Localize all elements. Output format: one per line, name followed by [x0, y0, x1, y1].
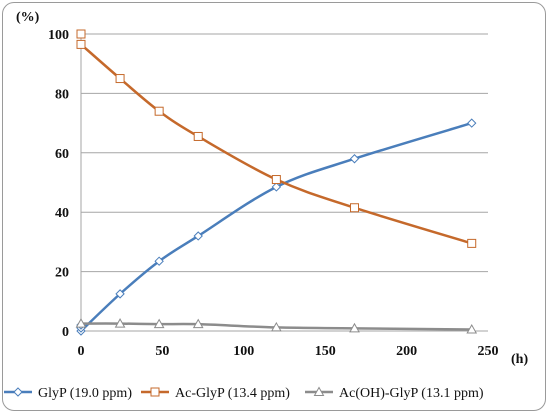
data-point-2-3: [192, 318, 204, 329]
data-point-0-6: [271, 182, 282, 192]
x-tick-label-250: 250: [478, 344, 499, 359]
y-tick-label-80: 80: [55, 87, 69, 102]
data-point-2-2: [153, 318, 165, 329]
legend-item-0: GlyP (19.0 ppm): [4, 386, 132, 401]
data-point-0-3: [115, 289, 125, 299]
data-point-1-6: [350, 203, 360, 213]
x-tick-label-50: 50: [155, 344, 169, 359]
data-point-1-7: [467, 238, 477, 248]
data-point-2-4: [271, 321, 282, 332]
data-point-0-8: [467, 118, 477, 128]
legend-marker-0: [13, 387, 23, 397]
data-point-0-4: [154, 256, 164, 266]
data-point-1-5: [271, 175, 281, 185]
y-tick-label-100: 100: [48, 28, 69, 43]
data-point-2-1: [114, 318, 126, 328]
legend-item-1: Ac-GlyP (13.4 ppm): [141, 386, 290, 401]
legend-label-1: Ac-GlyP (13.4 ppm): [175, 386, 290, 401]
y-tick-label-0: 0: [62, 325, 69, 340]
gridlines: [81, 33, 488, 273]
data-point-2-5: [349, 322, 360, 333]
x-axis-unit-label: (h): [511, 352, 528, 367]
data-point-1-3: [154, 106, 164, 116]
y-tick-label-20: 20: [55, 266, 69, 281]
chart-frame: [2, 2, 546, 411]
legend-label-0: GlyP (19.0 ppm): [38, 386, 132, 401]
data-point-1-0: [76, 29, 86, 39]
legend-label-2: Ac(OH)-GlyP (13.1 ppm): [339, 386, 484, 401]
axes: 0 20 40 60 80 100 0 50 100 150 200 250: [48, 28, 499, 359]
data-point-0-5: [193, 231, 203, 241]
legend-marker-1: [150, 387, 160, 397]
x-tick-label-200: 200: [396, 344, 417, 359]
data-point-1-1: [76, 39, 86, 49]
data-point-0-7: [349, 154, 360, 164]
data-point-1-2: [115, 74, 125, 84]
series-1: [76, 29, 477, 248]
y-axis-unit-label: (%): [16, 10, 40, 25]
legend-item-2: Ac(OH)-GlyP (13.1 ppm): [305, 386, 484, 401]
data-point-2-6: [466, 323, 478, 334]
x-tick-label-100: 100: [233, 344, 254, 359]
y-tick-label-40: 40: [55, 206, 69, 221]
data-point-1-4: [193, 131, 203, 141]
series-2: [75, 318, 478, 334]
legend-marker-2: [313, 386, 325, 396]
x-tick-label-0: 0: [78, 344, 85, 359]
legend: GlyP (19.0 ppm) Ac-GlyP (13.4 ppm) Ac(OH)-…: [4, 386, 484, 401]
data-point-2-0: [75, 318, 87, 328]
y-tick-label-60: 60: [55, 147, 69, 162]
series-0: [76, 118, 477, 336]
series-layer: [75, 29, 478, 336]
series-line-1: [80, 43, 473, 245]
x-tick-label-150: 150: [315, 344, 336, 359]
